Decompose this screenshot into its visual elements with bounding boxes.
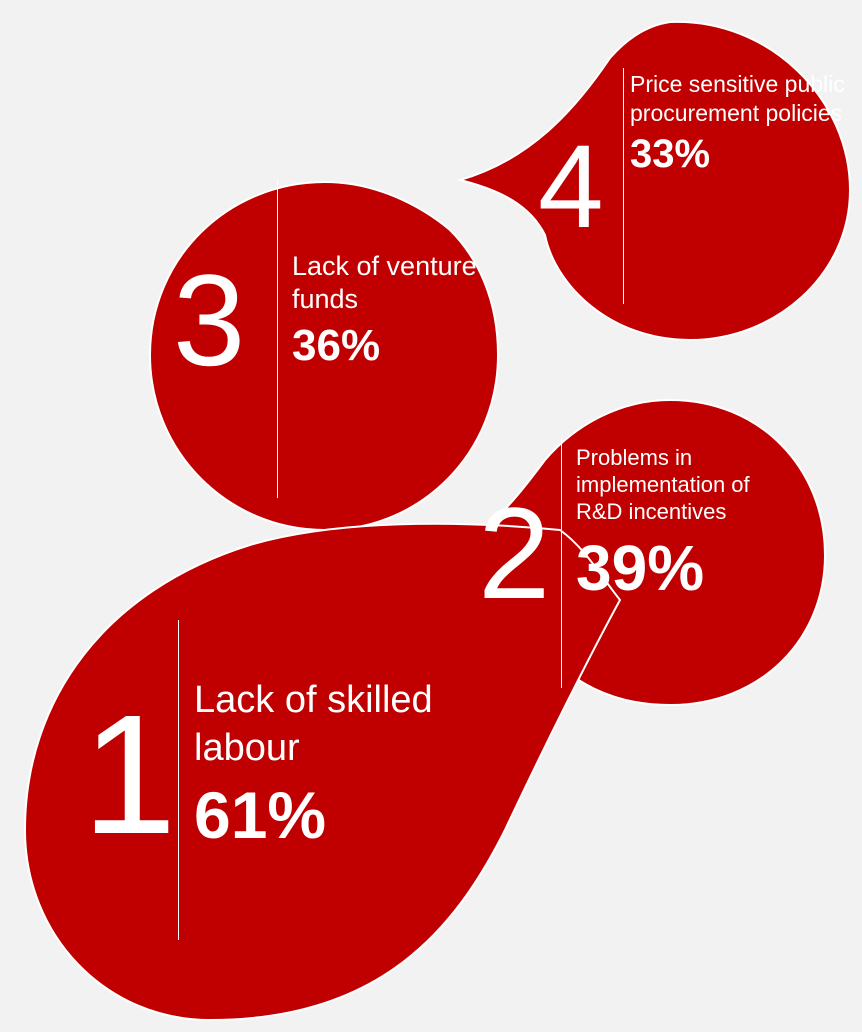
item-label-1: Lack of skilled labour 61%: [194, 676, 524, 858]
rank-number-1: 1: [82, 680, 177, 870]
item-percent-2: 39%: [576, 532, 705, 604]
item-text-3: Lack of venture funds: [292, 251, 477, 314]
item-text-1: Lack of skilled labour: [194, 679, 433, 769]
divider-2: [561, 438, 562, 688]
item-label-3: Lack of venture funds 36%: [292, 250, 492, 376]
divider-3: [277, 180, 278, 498]
item-text-2: Problems in implementation of R&D incent…: [576, 445, 750, 524]
rank-number-4: 4: [538, 121, 604, 253]
drop-shape-1: [23, 522, 622, 1022]
item-label-2: Problems in implementation of R&D incent…: [576, 444, 781, 611]
item-percent-3: 36%: [292, 321, 381, 370]
item-percent-1: 61%: [194, 778, 327, 852]
divider-1: [178, 620, 179, 940]
rank-number-2: 2: [478, 480, 551, 626]
item-text-4: Price sensitive public procurement polic…: [630, 71, 845, 126]
divider-4: [623, 68, 624, 304]
item-label-4: Price sensitive public procurement polic…: [630, 70, 845, 180]
rank-number-3: 3: [173, 247, 246, 393]
drop-shape-4: [456, 20, 852, 342]
item-percent-4: 33%: [630, 132, 711, 176]
drop-shape-3: [148, 180, 500, 532]
